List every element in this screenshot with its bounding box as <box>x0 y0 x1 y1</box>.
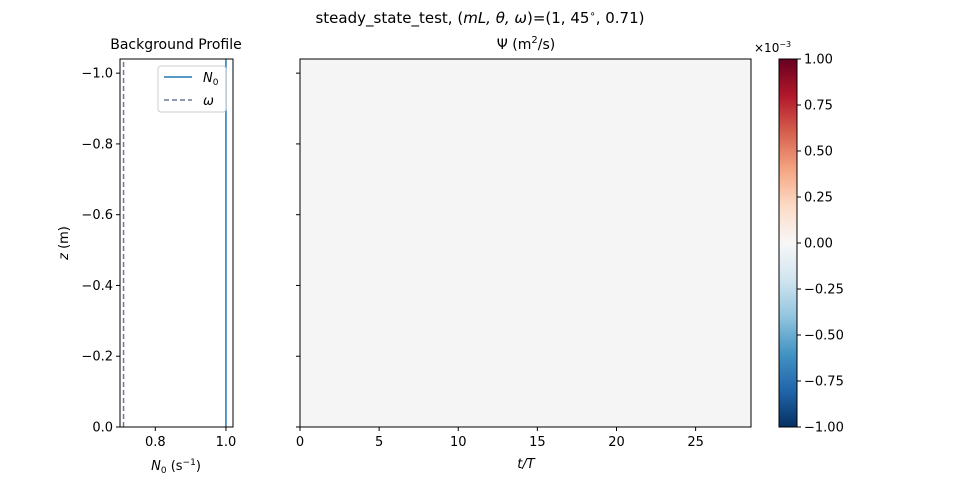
colorbar-tick-label: 0.00 <box>804 237 833 252</box>
profile-axes: Background Profile 0.8 1.0 −1.0 −0.8 −0.6 −0… <box>57 37 242 476</box>
psi-xtick-label: 0 <box>296 435 304 450</box>
profile-ytick-label: −0.2 <box>81 350 113 365</box>
colorbar-tick-label: −0.75 <box>804 375 844 390</box>
psi-xtick-label: 10 <box>450 435 467 450</box>
profile-ytick-label: 0.0 <box>92 421 113 436</box>
profile-legend: N0 ω <box>157 65 227 113</box>
colorbar-tick-label: 0.75 <box>804 99 833 114</box>
colorbar-tick-label: −1.00 <box>804 421 844 436</box>
profile-ytick-label: −1.0 <box>81 67 113 82</box>
psi-xlabel: t/T <box>517 457 535 472</box>
profile-plot-area <box>120 59 233 427</box>
profile-xtick-label: 0.8 <box>145 435 166 450</box>
colorbar-tick-label: 0.25 <box>804 191 833 206</box>
colorbar-ticks: 1.00 0.75 0.50 0.25 0.00 −0.25 −0.50 −0.75 −1.00 <box>797 53 844 436</box>
colorbar-tick-label: −0.25 <box>804 283 844 298</box>
psi-axes: Ψ (m2/s) 0 5 10 15 20 25 t/T <box>296 35 752 472</box>
profile-series <box>122 59 227 427</box>
profile-ylabel: z (m) <box>57 226 72 261</box>
profile-x-ticks: 0.8 1.0 <box>145 427 236 450</box>
psi-title: Ψ (m2/s) <box>497 35 555 53</box>
profile-title: Background Profile <box>110 37 242 53</box>
colorbar-tick-label: 1.00 <box>804 53 833 68</box>
profile-y-ticks: −1.0 −0.8 −0.6 −0.4 −0.2 0.0 <box>81 67 120 436</box>
psi-xtick-label: 25 <box>687 435 704 450</box>
psi-xtick-label: 5 <box>375 435 383 450</box>
psi-field <box>300 59 751 427</box>
colorbar: 1.00 0.75 0.50 0.25 0.00 −0.25 −0.50 −0.75 −1.00… <box>754 40 844 436</box>
colorbar-scale: ×10−3 <box>754 40 791 55</box>
psi-frame <box>299 58 752 428</box>
colorbar-tick-label: −0.50 <box>804 329 844 344</box>
profile-xtick-label: 1.0 <box>216 435 237 450</box>
profile-ytick-label: −0.8 <box>81 137 113 152</box>
colorbar-tick-label: 0.50 <box>804 145 833 160</box>
profile-xlabel: N0 (s−1) <box>151 458 201 476</box>
psi-x-ticks: 0 5 10 15 20 25 <box>296 427 704 450</box>
profile-frame <box>119 58 234 428</box>
legend-label-n0: N0 <box>203 71 219 88</box>
colorbar-bar <box>778 58 798 428</box>
psi-xtick-label: 15 <box>529 435 546 450</box>
figure-suptitle: steady_state_test, (mL, θ, ω)=(1, 45∘, 0… <box>315 9 644 28</box>
psi-xtick-label: 20 <box>608 435 625 450</box>
legend-label-omega: ω <box>203 94 214 109</box>
profile-ytick-label: −0.6 <box>81 208 113 223</box>
legend-frame <box>157 65 227 113</box>
profile-ytick-label: −0.4 <box>81 279 113 294</box>
psi-y-ticks <box>296 72 300 428</box>
